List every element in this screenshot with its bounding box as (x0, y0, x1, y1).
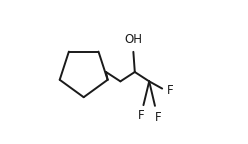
Text: OH: OH (124, 33, 142, 46)
Text: F: F (155, 111, 161, 124)
Text: F: F (167, 84, 174, 96)
Text: F: F (138, 109, 144, 122)
